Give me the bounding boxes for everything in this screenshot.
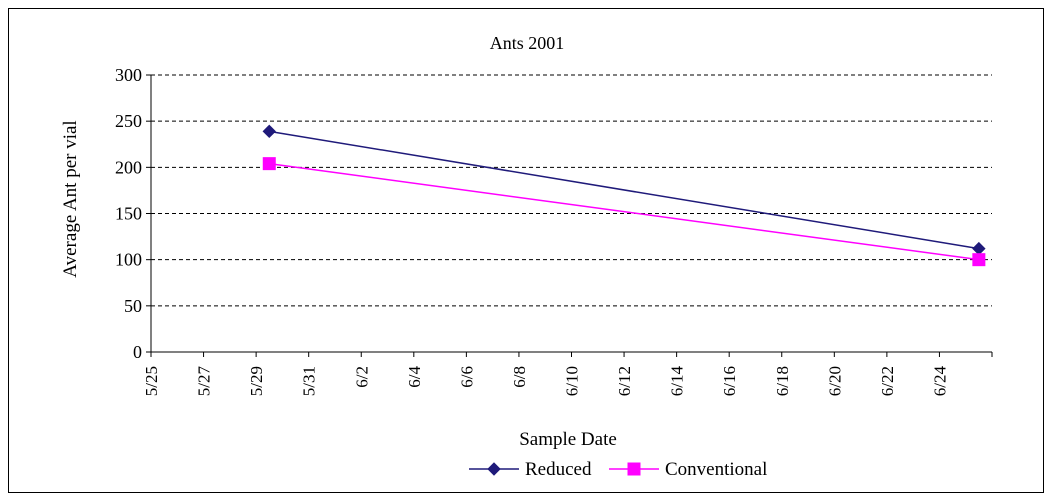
data-point-reduced xyxy=(972,241,986,256)
x-tick-label: 6/22 xyxy=(878,366,897,396)
x-tick-label: 6/6 xyxy=(457,366,476,388)
x-tick-label: 6/18 xyxy=(773,366,792,396)
x-tick-label: 6/2 xyxy=(352,366,371,388)
y-tick-label: 150 xyxy=(115,204,142,224)
y-tick-label: 0 xyxy=(133,342,142,362)
data-point-conventional xyxy=(262,157,276,171)
y-tick-label: 100 xyxy=(115,250,142,270)
x-tick-label: 6/14 xyxy=(668,366,687,397)
y-tick-label: 250 xyxy=(115,111,142,131)
x-tick-label: 6/12 xyxy=(615,366,634,396)
line-chart: Ants 2001 Average Ant per vial Sample Da… xyxy=(60,33,993,480)
legend-marker-reduced xyxy=(487,462,501,476)
series-line-reduced xyxy=(269,130,979,250)
x-tick-label: 5/31 xyxy=(300,366,319,396)
grid-layer xyxy=(151,74,992,307)
axes-layer: 0 50 100 150 200 250 300 5/25 5/27 5/29 5/31 6/2 6/4… xyxy=(115,65,993,397)
data-point-conventional xyxy=(972,253,986,267)
x-axis-label: Sample Date xyxy=(519,429,617,450)
x-tick-label: 5/29 xyxy=(247,366,266,396)
x-tick-label: 6/8 xyxy=(510,366,529,388)
x-tick-label: 5/27 xyxy=(195,366,214,397)
x-tick-label: 6/24 xyxy=(930,366,949,397)
x-tick-label: 6/10 xyxy=(563,366,582,396)
legend-label-conventional: Conventional xyxy=(665,459,767,480)
series-layer xyxy=(262,124,986,267)
series-line-conventional xyxy=(269,162,979,261)
x-tick-label: 6/4 xyxy=(405,366,424,388)
x-tick-label: 5/25 xyxy=(142,366,161,396)
chart-frame: Ants 2001 Average Ant per vial Sample Da… xyxy=(8,8,1044,493)
legend-label-reduced: Reduced xyxy=(525,459,592,480)
legend-marker-conventional xyxy=(627,462,641,476)
y-axis-label: Average Ant per vial xyxy=(60,120,81,277)
chart-title: Ants 2001 xyxy=(490,33,565,53)
y-tick-label: 50 xyxy=(124,296,142,316)
x-tick-label: 6/16 xyxy=(720,366,739,396)
y-tick-label: 200 xyxy=(115,157,142,177)
y-tick-label: 300 xyxy=(115,65,142,85)
data-point-reduced xyxy=(262,124,276,139)
legend: Reduced Conventional xyxy=(469,459,767,480)
x-tick-label: 6/20 xyxy=(825,366,844,396)
